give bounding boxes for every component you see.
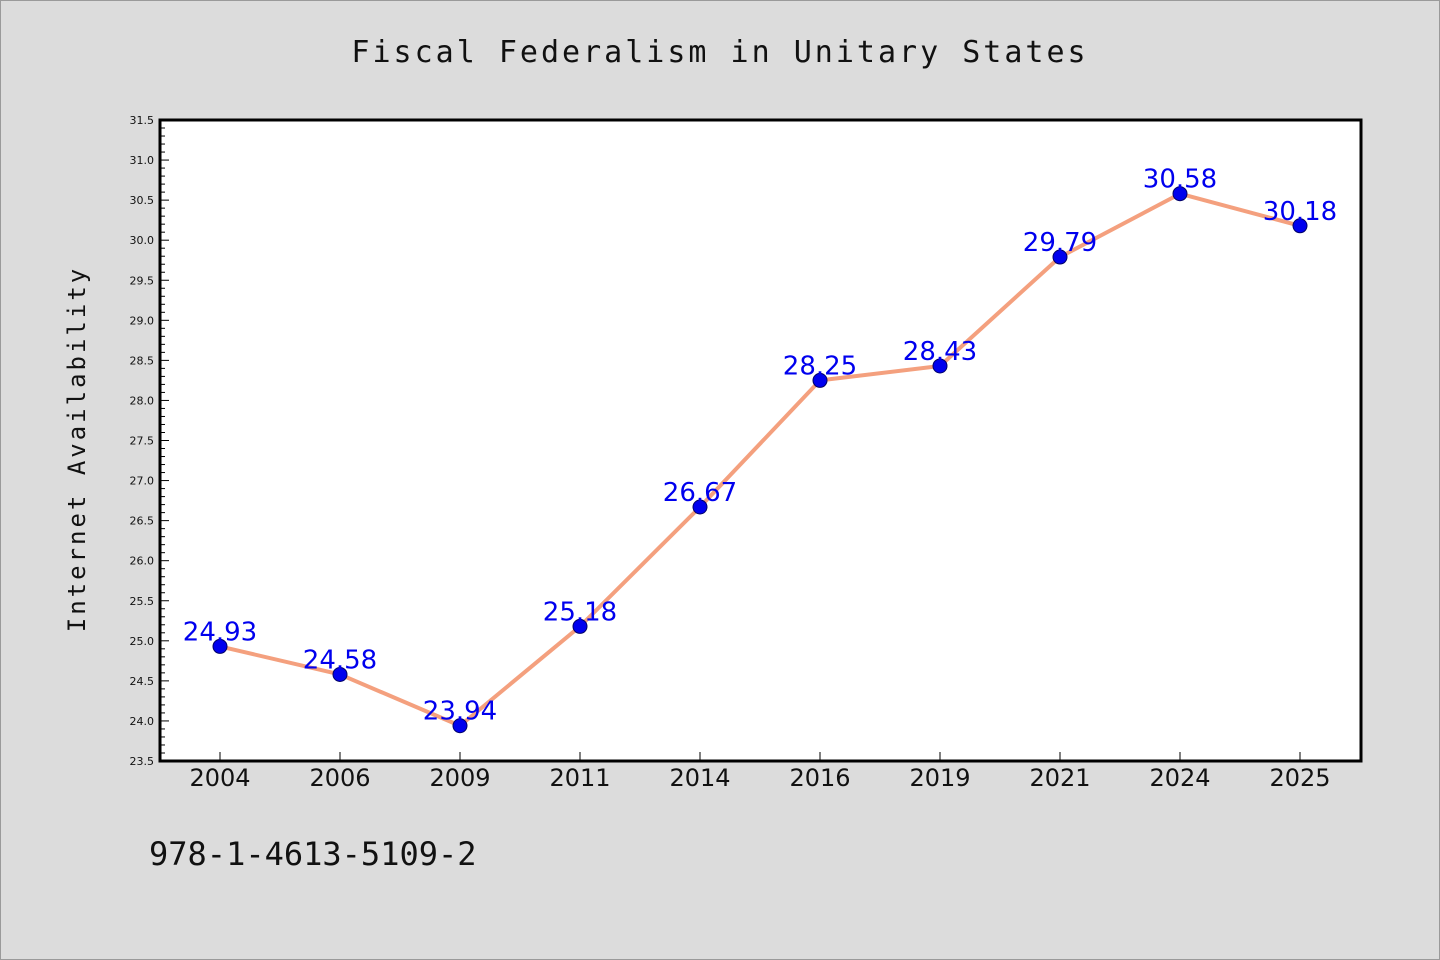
data-point bbox=[332, 666, 348, 682]
data-point bbox=[1172, 186, 1188, 202]
data-label: 29.79 bbox=[1023, 228, 1097, 258]
x-tick-label: 2014 bbox=[669, 764, 730, 792]
x-tick-label: 2011 bbox=[549, 764, 610, 792]
x-tick-label: 2009 bbox=[429, 764, 490, 792]
data-label: 28.25 bbox=[783, 351, 857, 381]
data-point bbox=[572, 618, 588, 634]
y-tick-label: 28.5 bbox=[130, 354, 155, 367]
series-line bbox=[219, 191, 1301, 728]
y-tick-label: 31.5 bbox=[130, 114, 155, 127]
x-tick-label: 2006 bbox=[309, 764, 370, 792]
data-label: 24.93 bbox=[183, 617, 257, 647]
y-tick-label: 24.5 bbox=[130, 675, 155, 688]
y-tick-label: 29.0 bbox=[130, 314, 155, 327]
y-tick-label: 25.0 bbox=[130, 635, 155, 648]
y-tick-label: 30.5 bbox=[130, 194, 155, 207]
data-label: 23.94 bbox=[423, 697, 497, 727]
data-point bbox=[1292, 218, 1308, 234]
data-point bbox=[692, 499, 708, 515]
data-label: 26.67 bbox=[663, 478, 737, 508]
data-point bbox=[212, 638, 228, 654]
x-tick-label: 2025 bbox=[1269, 764, 1330, 792]
x-tick-label: 2021 bbox=[1029, 764, 1090, 792]
y-tick-label: 26.0 bbox=[130, 555, 155, 568]
x-tick-label: 2019 bbox=[909, 764, 970, 792]
data-point bbox=[932, 358, 948, 374]
x-tick-label: 2016 bbox=[789, 764, 850, 792]
data-label: 30.58 bbox=[1143, 165, 1217, 195]
y-tick-label: 23.5 bbox=[130, 755, 155, 768]
x-tick-label: 2024 bbox=[1149, 764, 1210, 792]
y-tick-label: 25.5 bbox=[130, 595, 155, 608]
data-point bbox=[452, 718, 468, 734]
y-tick-label: 30.0 bbox=[130, 234, 155, 247]
y-tick-label: 28.0 bbox=[130, 394, 155, 407]
data-label: 24.58 bbox=[303, 645, 377, 675]
y-tick-label: 29.5 bbox=[130, 274, 155, 287]
data-label: 28.43 bbox=[903, 337, 977, 367]
chart-title: Fiscal Federalism in Unitary States bbox=[351, 35, 1089, 70]
y-tick-label: 27.5 bbox=[130, 435, 155, 448]
y-tick-label: 24.0 bbox=[130, 715, 155, 728]
y-tick-label: 26.5 bbox=[130, 515, 155, 528]
footer-code: 978-1-4613-5109-2 bbox=[149, 835, 477, 873]
data-label: 25.18 bbox=[543, 597, 617, 627]
y-tick-label: 31.0 bbox=[130, 154, 155, 167]
data-point bbox=[1052, 249, 1068, 265]
data-label: 30.18 bbox=[1263, 197, 1337, 227]
y-tick-label: 27.0 bbox=[130, 475, 155, 488]
x-tick-label: 2004 bbox=[189, 764, 250, 792]
data-point bbox=[812, 372, 828, 388]
